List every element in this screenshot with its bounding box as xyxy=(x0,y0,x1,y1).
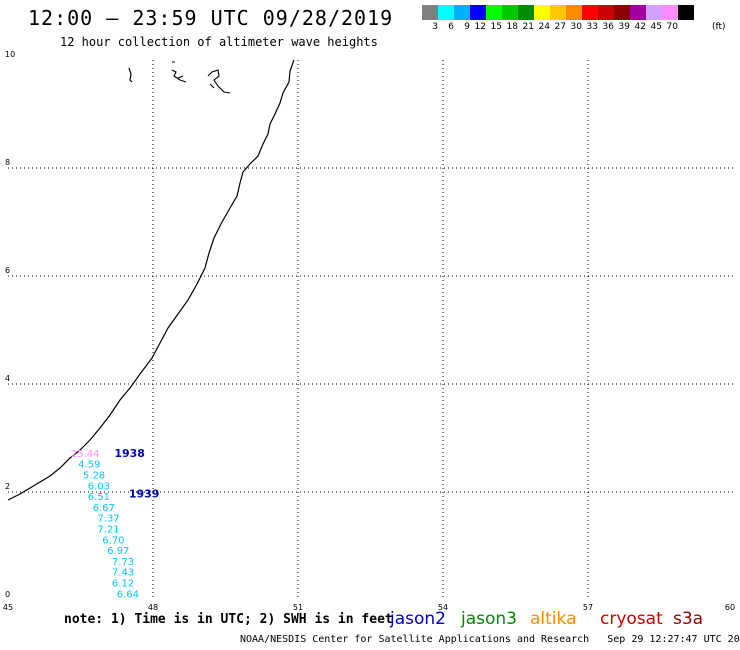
legend-label: 45 xyxy=(650,22,662,32)
pass-time-label: 1939 xyxy=(129,487,160,500)
x-tick-label: 57 xyxy=(583,603,593,612)
legend-swatch xyxy=(518,5,534,20)
wave-height-value: 6.03 xyxy=(88,481,110,492)
legend-swatch xyxy=(454,5,470,20)
legend-label: 33 xyxy=(586,22,598,32)
legend-swatch xyxy=(502,5,518,20)
map-title: 12:00 — 23:59 UTC 09/28/2019 xyxy=(28,6,394,30)
legend-label: 6 xyxy=(448,22,454,32)
footer-credit: NOAA/NESDIS Center for Satellite Applica… xyxy=(240,634,740,645)
legend-swatch xyxy=(534,5,550,20)
legend-swatch xyxy=(470,5,486,20)
pass-time-label: 1938 xyxy=(114,447,145,460)
legend-label: 18 xyxy=(506,22,518,32)
wave-height-value: 25.44 xyxy=(71,449,100,460)
sat-jason3: jason3 xyxy=(461,609,517,629)
legend-label: 30 xyxy=(570,22,582,32)
wave-height-value: 7.37 xyxy=(97,514,119,525)
wave-height-value: 6.64 xyxy=(117,589,139,600)
pass-time-labels: 1938 1939 xyxy=(114,447,159,501)
sat-s3a: s3a xyxy=(673,609,704,629)
y-tick-label: 0 xyxy=(5,590,10,599)
sat-cryosat: cryosat xyxy=(600,609,663,629)
wave-height-value: 6.70 xyxy=(102,535,124,546)
color-legend-bar xyxy=(422,5,694,20)
x-tick-label: 48 xyxy=(148,603,158,612)
island-2 xyxy=(171,61,187,83)
wave-height-value: 6.51 xyxy=(88,492,110,503)
legend-label: 42 xyxy=(634,22,646,32)
color-legend-labels: 3 6 9 12 15 18 21 24 27 30 33 36 39 42 45 70 xyxy=(422,22,678,32)
coastline xyxy=(7,59,295,501)
map-grid xyxy=(8,60,733,600)
legend-label: 36 xyxy=(602,22,614,32)
map-subtitle: 12 hour collection of altimeter wave hei… xyxy=(60,35,378,49)
legend-swatch xyxy=(646,5,662,20)
y-tick-label: 10 xyxy=(5,50,15,59)
legend-unit: (ft) xyxy=(712,22,726,32)
legend-label: 27 xyxy=(554,22,566,32)
wave-height-value: 5.28 xyxy=(83,471,105,482)
x-tick-label: 45 xyxy=(3,603,13,612)
legend-label: 9 xyxy=(464,22,470,32)
x-tick-label: 51 xyxy=(293,603,303,612)
legend-swatch xyxy=(566,5,582,20)
legend-swatch xyxy=(662,5,678,20)
legend-swatch xyxy=(582,5,598,20)
y-tick-label: 2 xyxy=(5,482,10,491)
y-tick-label: 4 xyxy=(5,374,10,383)
observation-labels: 25.444.595.286.036.516.677.377.216.706.9… xyxy=(71,449,139,600)
x-tick-label: 60 xyxy=(725,603,735,612)
wave-height-value: 6.12 xyxy=(112,579,134,590)
legend-label: 21 xyxy=(522,22,534,32)
legend-label: 24 xyxy=(538,22,550,32)
legend-label: 15 xyxy=(490,22,502,32)
credit-timestamp: Sep 29 12:27:47 UTC 2019 xyxy=(607,634,740,645)
wave-height-value: 6.97 xyxy=(107,546,129,557)
coastline-path xyxy=(7,59,295,501)
wave-height-value: 6.67 xyxy=(93,503,115,514)
legend-swatch xyxy=(438,5,454,20)
legend-label: 3 xyxy=(432,22,438,32)
legend-label: 70 xyxy=(666,22,678,32)
sat-altika: altika xyxy=(530,609,577,629)
y-tick-label: 8 xyxy=(5,158,10,167)
sat-jason2: jason2 xyxy=(390,609,446,629)
legend-swatch xyxy=(614,5,630,20)
wave-height-value: 7.73 xyxy=(112,557,134,568)
wave-height-value: 7.43 xyxy=(112,568,134,579)
island-1 xyxy=(128,67,133,83)
legend-swatch xyxy=(678,5,694,20)
legend-swatch xyxy=(598,5,614,20)
wave-height-value: 4.59 xyxy=(78,460,100,471)
wave-height-value: 7.21 xyxy=(97,525,119,536)
legend-swatch xyxy=(550,5,566,20)
legend-label: 39 xyxy=(618,22,630,32)
axis-labels: 45 48 51 54 57 60 0 2 4 6 8 10 xyxy=(3,50,735,612)
x-tick-label: 54 xyxy=(438,603,448,612)
legend-label: 12 xyxy=(474,22,486,32)
y-tick-label: 6 xyxy=(5,266,10,275)
legend-swatch xyxy=(422,5,438,20)
legend-swatch xyxy=(486,5,502,20)
island-3 xyxy=(207,69,231,94)
credit-text: NOAA/NESDIS Center for Satellite Applica… xyxy=(240,634,590,645)
footer-note: note: 1) Time is in UTC; 2) SWH is in fe… xyxy=(64,612,393,627)
legend-swatch xyxy=(630,5,646,20)
